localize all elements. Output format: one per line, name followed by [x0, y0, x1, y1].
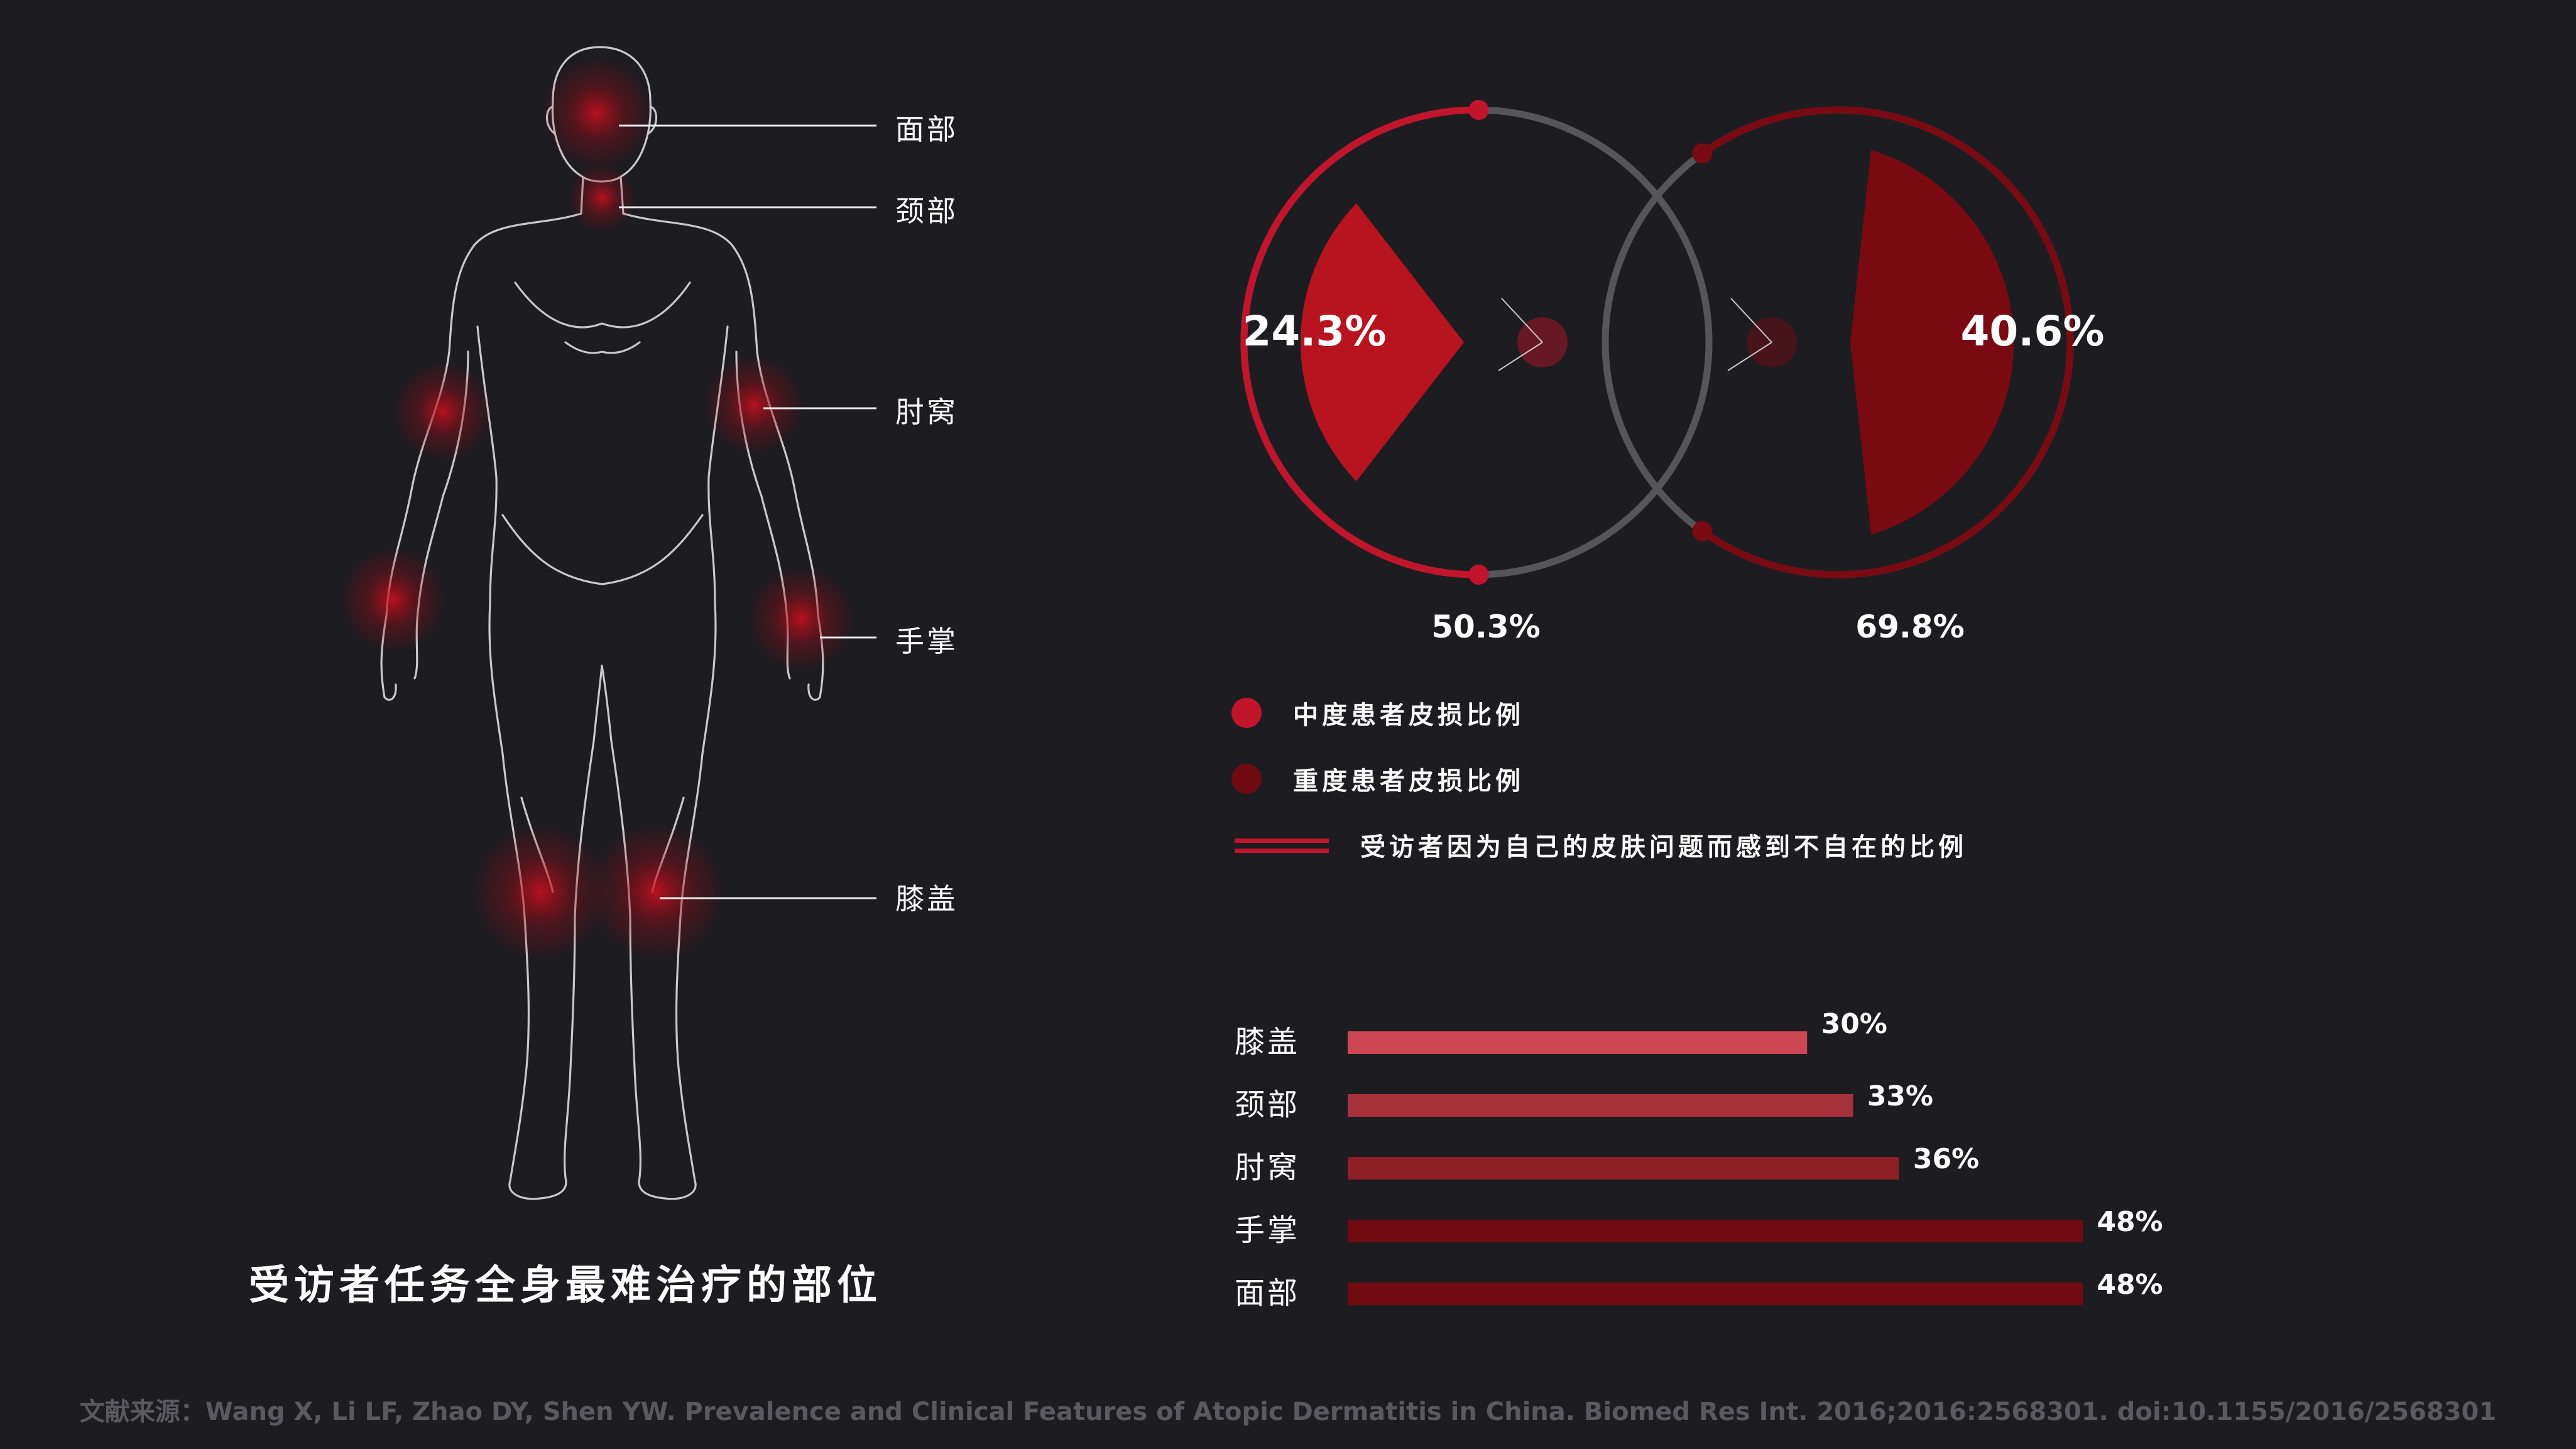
bar-row: 膝盖 30% — [1235, 1008, 1887, 1060]
bar-category-label: 手掌 — [1235, 1213, 1300, 1248]
bar-category-label: 面部 — [1235, 1276, 1300, 1311]
label-neck: 颈部 — [895, 194, 958, 228]
hand-right-spot — [748, 565, 854, 672]
bar — [1348, 1283, 2083, 1305]
legend-item-moderate: 中度患者皮损比例 — [1231, 694, 1524, 732]
donut-sector — [1301, 203, 1464, 482]
arc-end-dot — [1468, 564, 1489, 585]
knee-left-spot — [471, 823, 609, 961]
bar-value-label: 48% — [2097, 1269, 2163, 1301]
bar-value-label: 30% — [1821, 1008, 1887, 1040]
legend-dot-moderate — [1231, 698, 1262, 728]
body-caption: 受访者任务全身最难治疗的部位 — [249, 1262, 882, 1309]
donut-ring-label: 50.3% — [1431, 609, 1540, 645]
bar — [1348, 1220, 2083, 1242]
donut-inner-label: 40.6% — [1961, 307, 2105, 355]
face-spot — [540, 57, 653, 170]
arc-end-dot — [1692, 521, 1713, 541]
label-face: 面部 — [895, 112, 958, 146]
bar — [1348, 1031, 1808, 1054]
legend-dot-severe — [1231, 764, 1262, 794]
label-elbow: 肘窝 — [895, 395, 958, 429]
body-figure — [339, 46, 876, 1200]
donut-1: 40.6% 69.8% — [1602, 106, 2105, 645]
elbow-left-spot — [393, 361, 493, 462]
donut-charts: 24.3% 50.3% 40.6% 69.8% — [1240, 100, 2105, 645]
bar-chart: 膝盖 30% 颈部 33% 肘窝 36% 手掌 48% 面部 48% — [1235, 1008, 2163, 1311]
bar-category-label: 肘窝 — [1235, 1150, 1300, 1185]
donut-ring-label: 69.8% — [1855, 609, 1964, 645]
donut-ring-arc — [1700, 106, 2074, 578]
donut-0: 24.3% 50.3% — [1240, 100, 1713, 645]
hand-left-spot — [339, 546, 446, 653]
donut-inner-label: 24.3% — [1243, 307, 1387, 355]
legend-item-uncomfortable: 受访者因为自己的皮肤问题而感到不自在的比例 — [1235, 826, 1967, 864]
highlight-spots — [339, 57, 854, 961]
bar-row: 肘窝 36% — [1235, 1143, 1979, 1185]
source-citation: 文献来源：Wang X, Li LF, Zhao DY, Shen YW. Pr… — [79, 1397, 2497, 1426]
bar-row: 面部 48% — [1235, 1269, 2163, 1311]
bar-category-label: 膝盖 — [1235, 1024, 1300, 1060]
legend-lines-icon — [1235, 833, 1329, 856]
neck-spot — [567, 163, 636, 232]
label-palm: 手掌 — [895, 624, 958, 658]
elbow-right-spot — [704, 355, 804, 455]
center-tick — [1730, 298, 1772, 343]
legend-label-moderate: 中度患者皮损比例 — [1293, 701, 1524, 730]
center-tick — [1727, 342, 1772, 371]
center-tick — [1498, 342, 1543, 371]
legend-label-uncomfortable: 受访者因为自己的皮肤问题而感到不自在的比例 — [1360, 833, 1967, 862]
leader-lines — [619, 124, 876, 899]
bar-value-label: 33% — [1867, 1080, 1933, 1112]
label-knee: 膝盖 — [895, 882, 958, 916]
legend-item-severe: 重度患者皮损比例 — [1231, 760, 1524, 798]
center-tick — [1501, 298, 1543, 343]
arc-end-dot — [1692, 143, 1713, 164]
bar — [1348, 1094, 1853, 1117]
bar-category-label: 颈部 — [1235, 1087, 1300, 1122]
bar-row: 颈部 33% — [1235, 1080, 1933, 1122]
donut-sector — [1850, 149, 2014, 535]
bar — [1348, 1157, 1899, 1180]
donut-ring-arc — [1240, 106, 1479, 578]
bar-value-label: 48% — [2097, 1206, 2163, 1238]
bar-value-label: 36% — [1913, 1143, 1979, 1175]
bar-row: 手掌 48% — [1235, 1206, 2163, 1248]
legend-label-severe: 重度患者皮损比例 — [1293, 767, 1524, 796]
arc-end-dot — [1468, 100, 1489, 121]
knee-right-spot — [587, 823, 726, 961]
